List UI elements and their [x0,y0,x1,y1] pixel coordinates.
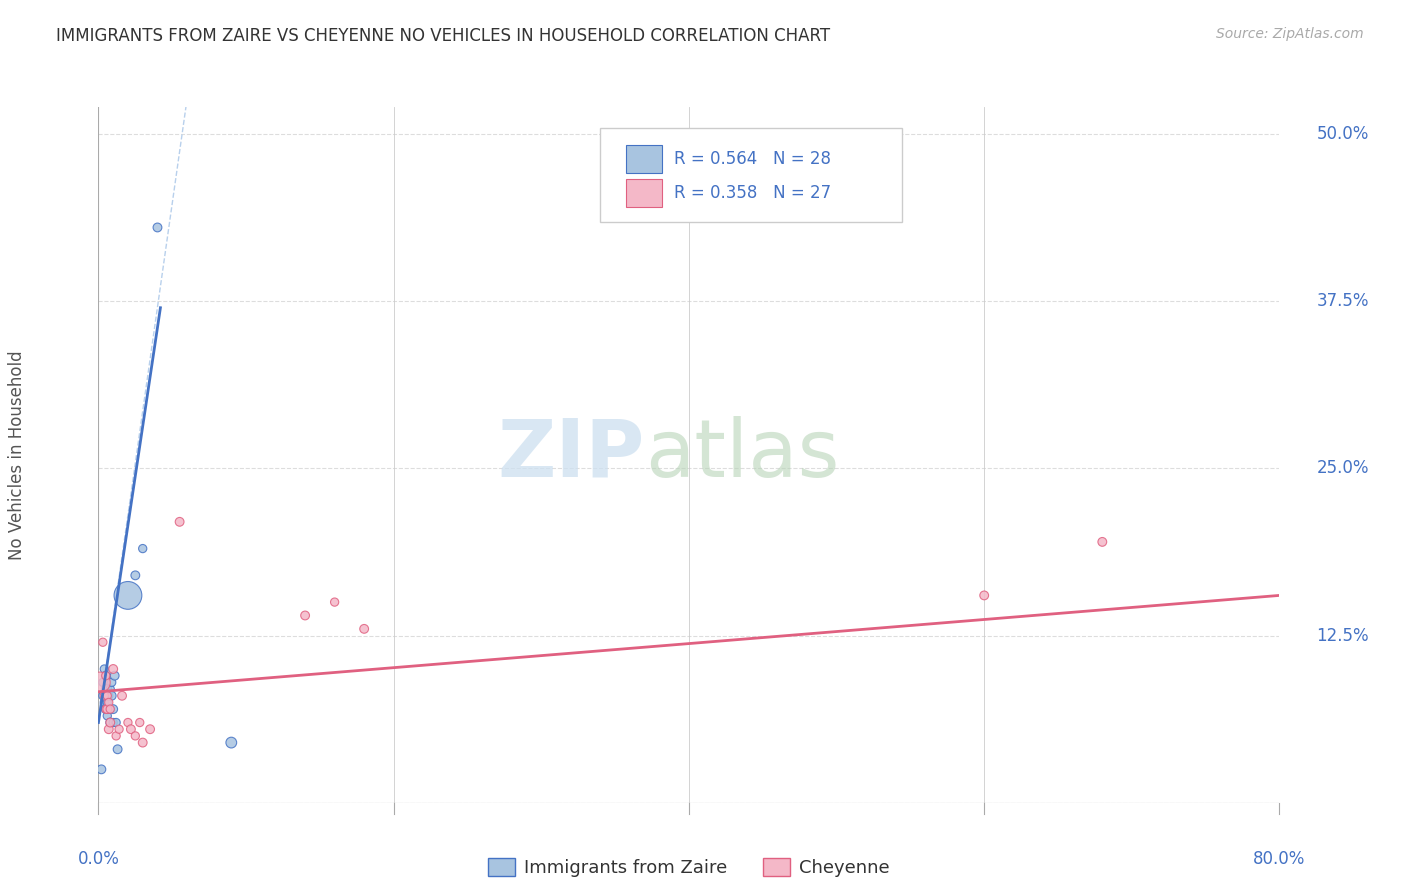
Point [973,589,995,603]
FancyBboxPatch shape [626,145,662,173]
Point [98,702,121,716]
Point [104,669,127,683]
Point [97,689,120,703]
Point [96,708,118,723]
Point [124,729,146,743]
Point [100,689,122,703]
Point [94,681,117,696]
Point [1091,534,1114,549]
Point [139,723,162,737]
Point [98,715,121,730]
Point [96,681,118,696]
Point [93,689,115,703]
Point [111,689,134,703]
Point [94,702,117,716]
Point [96,702,118,716]
Point [94,669,117,683]
Point [323,595,346,609]
Text: Source: ZipAtlas.com: Source: ZipAtlas.com [1216,27,1364,41]
Point [103,715,125,730]
Point [94,702,117,716]
Point [91,675,114,690]
Point [117,589,139,603]
Text: R = 0.564   N = 28: R = 0.564 N = 28 [673,150,831,169]
FancyBboxPatch shape [626,178,662,207]
Point [103,702,125,716]
Point [97,723,120,737]
Point [146,220,169,235]
Point [294,608,316,623]
Text: 50.0%: 50.0% [1316,125,1369,143]
Point [117,715,139,730]
Point [93,696,115,710]
Point [94,669,117,683]
Text: 25.0%: 25.0% [1316,459,1369,477]
Point [132,541,155,556]
Point [91,635,114,649]
Text: 80.0%: 80.0% [1253,849,1306,868]
Point [103,662,125,676]
Point [90,762,112,776]
Point [105,729,128,743]
Point [120,723,142,737]
Point [107,742,129,756]
Point [93,662,115,676]
Text: ZIP: ZIP [498,416,644,494]
Point [105,715,128,730]
Text: IMMIGRANTS FROM ZAIRE VS CHEYENNE NO VEHICLES IN HOUSEHOLD CORRELATION CHART: IMMIGRANTS FROM ZAIRE VS CHEYENNE NO VEH… [56,27,831,45]
Point [219,735,243,749]
Point [169,515,191,529]
Point [98,681,121,696]
Point [353,622,375,636]
Point [97,696,120,710]
Text: 0.0%: 0.0% [77,849,120,868]
Point [132,735,155,749]
Point [100,675,122,690]
Text: No Vehicles in Household: No Vehicles in Household [8,350,27,560]
FancyBboxPatch shape [600,128,901,222]
Text: 37.5%: 37.5% [1316,292,1369,310]
Text: 12.5%: 12.5% [1316,626,1369,645]
Point [98,715,121,730]
Point [89,675,111,690]
Point [96,689,118,703]
Text: R = 0.358   N = 27: R = 0.358 N = 27 [673,184,831,202]
Point [108,723,131,737]
Legend: Immigrants from Zaire, Cheyenne: Immigrants from Zaire, Cheyenne [481,850,897,884]
Point [91,689,114,703]
Point [98,702,121,716]
Point [96,696,118,710]
Point [97,702,120,716]
Text: atlas: atlas [644,416,839,494]
Point [124,568,146,582]
Point [128,715,150,730]
